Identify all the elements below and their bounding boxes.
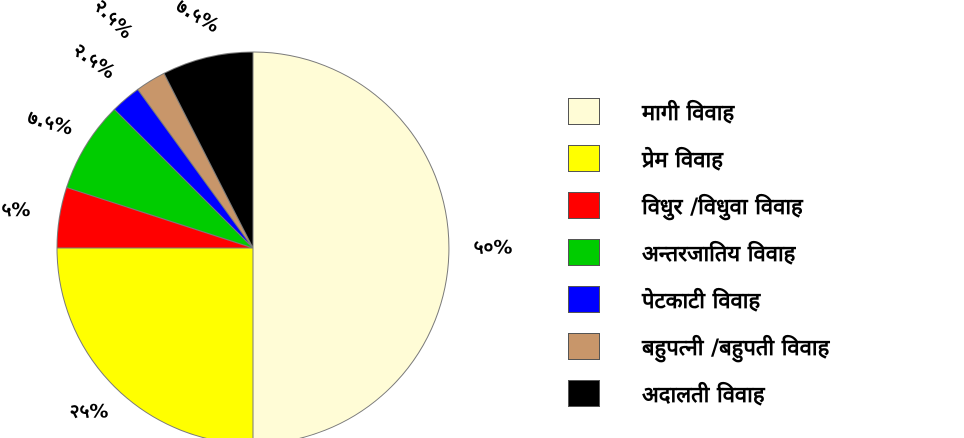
- pie-slice: [56, 247, 254, 438]
- legend-swatch: [568, 286, 600, 313]
- legend-label: विधुर /विधुवा विवाह: [642, 194, 803, 220]
- legend-label: पेटकाटी विवाह: [642, 288, 761, 314]
- legend-label: अन्तरजातिय विवाह: [642, 241, 796, 267]
- legend-swatch: [568, 380, 600, 407]
- legend-swatch: [568, 98, 600, 125]
- slice-percent-label: २५%: [70, 401, 109, 423]
- legend-item: अन्तरजातिय विवाह: [568, 229, 829, 276]
- slice-percent-label: ५%: [2, 199, 31, 221]
- legend-item: अदालती विवाह: [568, 370, 829, 417]
- slice-percent-label: २.५%: [69, 39, 119, 83]
- legend-label: बहुपत्नी /बहुपती विवाह: [642, 335, 830, 361]
- legend-item: प्रेम विवाह: [568, 135, 829, 182]
- slice-percent-label: २.५%: [89, 0, 137, 43]
- legend-label: मागी विवाह: [642, 100, 735, 126]
- pie-slice: [252, 51, 450, 438]
- legend-label: अदालती विवाह: [642, 382, 765, 408]
- legend-item: विधुर /विधुवा विवाह: [568, 182, 829, 229]
- legend-swatch: [568, 239, 600, 266]
- legend-label: प्रेम विवाह: [642, 147, 723, 173]
- pie-slice: [163, 51, 254, 249]
- slice-percent-label: ५०%: [474, 237, 513, 259]
- legend-swatch: [568, 145, 600, 172]
- pie-chart: ५०% २५% ५% ७.५% २.५%२.५% ७.५%: [2, 0, 513, 438]
- legend-item: मागी विवाह: [568, 88, 829, 135]
- legend-swatch: [568, 192, 600, 219]
- legend-item: बहुपत्नी /बहुपती विवाह: [568, 323, 829, 370]
- chart-legend: मागी विवाह प्रेम विवाह विधुर /विधुवा विव…: [568, 88, 829, 417]
- legend-swatch: [568, 333, 600, 360]
- slice-percent-label: ७.५%: [172, 0, 223, 37]
- legend-item: पेटकाटी विवाह: [568, 276, 829, 323]
- slice-percent-label: ७.५%: [25, 107, 75, 140]
